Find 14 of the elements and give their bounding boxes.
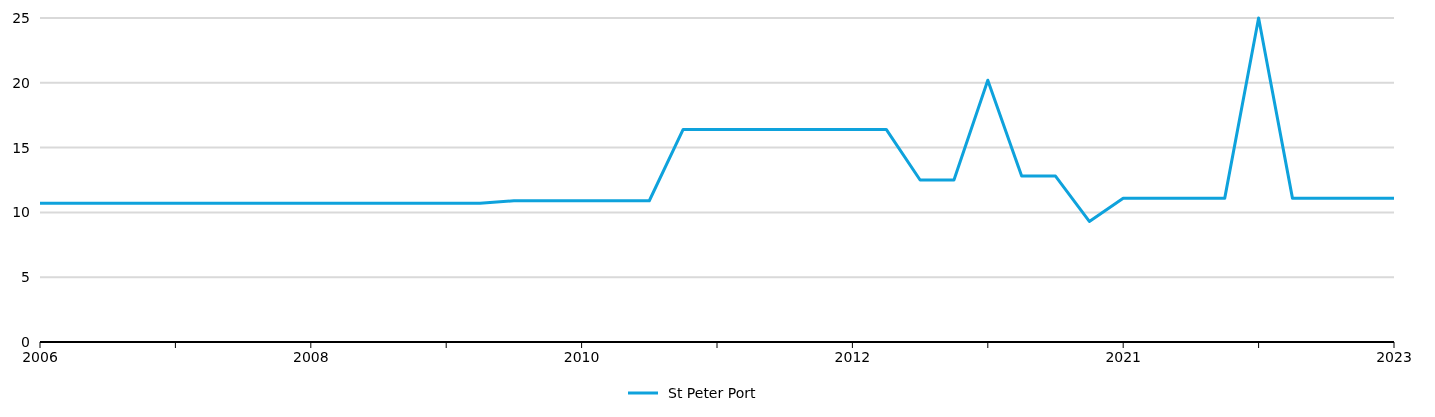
- y-tick-label: 25: [12, 9, 30, 26]
- x-tick-label: 2023: [1376, 349, 1412, 365]
- x-tick-label: 2006: [22, 349, 58, 365]
- y-tick-label: 15: [12, 139, 30, 156]
- line-series: [38, 16, 1396, 223]
- x-tick-label: 2012: [834, 349, 871, 365]
- x-tick-label: 2021: [1105, 349, 1142, 365]
- y-tick-label: 0: [21, 333, 30, 350]
- x-tick-label: 2010: [563, 349, 600, 365]
- y-tick-label: 20: [12, 74, 30, 91]
- y-tick-label: 5: [21, 269, 30, 286]
- x-tick-label: 2008: [292, 349, 329, 365]
- legend-label: St Peter Port: [668, 384, 756, 401]
- y-tick-label: 10: [12, 204, 30, 221]
